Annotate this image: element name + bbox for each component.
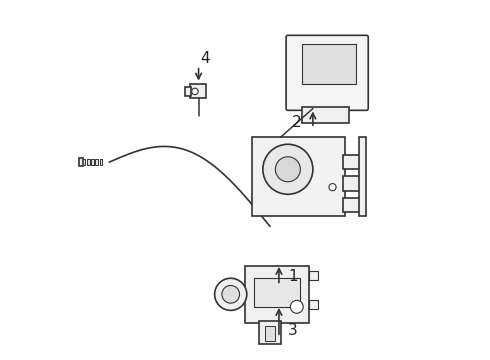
- Bar: [309, 300, 318, 309]
- Bar: [302, 107, 348, 123]
- Circle shape: [192, 88, 198, 95]
- Bar: [185, 87, 191, 96]
- Bar: [359, 137, 366, 216]
- Bar: [91, 159, 94, 165]
- Bar: [190, 84, 206, 98]
- Bar: [252, 137, 345, 216]
- Circle shape: [291, 300, 303, 313]
- Text: 4: 4: [200, 51, 210, 66]
- Bar: [82, 159, 85, 165]
- Text: 3: 3: [288, 323, 297, 338]
- Circle shape: [215, 278, 247, 310]
- Bar: [99, 159, 102, 165]
- Bar: [87, 159, 90, 165]
- Bar: [265, 327, 275, 341]
- Bar: [245, 266, 309, 323]
- Circle shape: [329, 184, 336, 191]
- Circle shape: [275, 157, 300, 182]
- FancyBboxPatch shape: [286, 35, 368, 111]
- Circle shape: [222, 285, 240, 303]
- Bar: [343, 176, 363, 191]
- Bar: [309, 271, 318, 280]
- Text: 1: 1: [288, 269, 297, 284]
- Bar: [302, 44, 356, 84]
- Bar: [259, 321, 281, 344]
- Bar: [254, 278, 300, 307]
- Text: 2: 2: [292, 115, 301, 130]
- Bar: [79, 158, 83, 166]
- Bar: [96, 159, 98, 165]
- Bar: [343, 155, 363, 169]
- Circle shape: [263, 144, 313, 194]
- Bar: [343, 198, 363, 212]
